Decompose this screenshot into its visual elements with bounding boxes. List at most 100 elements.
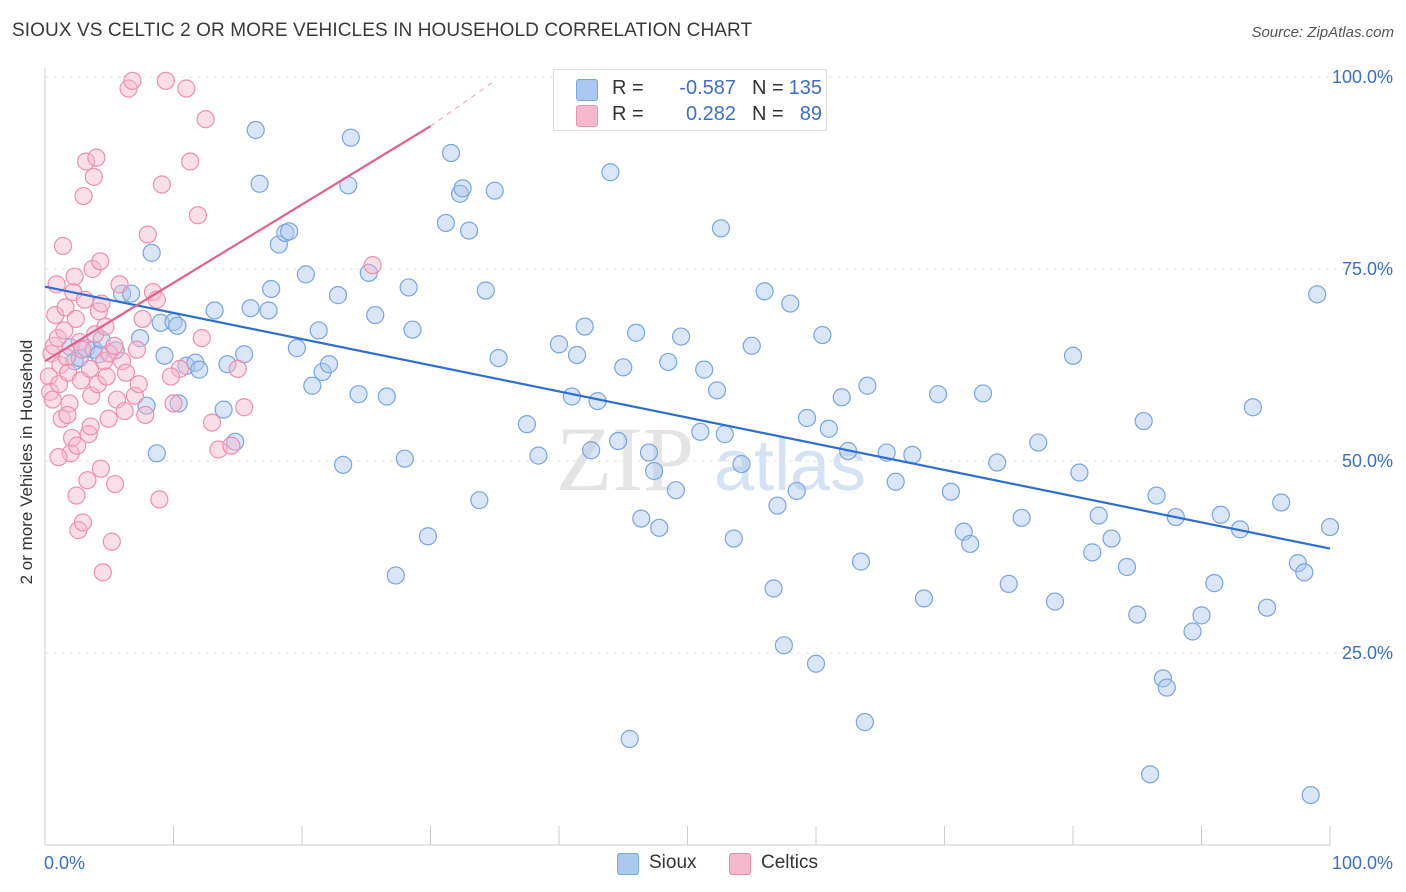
celtics-point [115, 401, 134, 421]
celtics-point [181, 152, 200, 171]
celtics-point [127, 340, 146, 359]
sioux-point [1320, 517, 1340, 537]
sioux-point [341, 128, 360, 147]
legend-item-sioux[interactable]: Sioux [617, 851, 717, 877]
celtics-point [112, 352, 132, 371]
sioux-point [659, 352, 678, 372]
celtics-point [46, 305, 65, 325]
celtics-point [188, 206, 208, 225]
sioux-point [609, 431, 628, 451]
sioux-point [130, 329, 150, 348]
sioux-point [269, 235, 288, 254]
sioux-point [476, 281, 495, 300]
y-tick-label: 25.0% [1342, 643, 1393, 663]
sioux-point [386, 566, 405, 585]
celtics-point [150, 490, 169, 509]
sioux-legend-swatch [617, 853, 639, 875]
celtics-point [55, 321, 74, 340]
sioux-point [453, 179, 472, 198]
sioux-point [549, 335, 569, 354]
celtics-point [67, 486, 86, 505]
celtics-swatch [576, 105, 598, 127]
sioux-point [797, 408, 817, 428]
sioux-point [639, 443, 659, 462]
sioux-point [988, 453, 1007, 472]
trend-lines [44, 80, 1331, 550]
sioux-point [724, 529, 743, 548]
sioux-point [1140, 765, 1160, 784]
sioux-point [349, 385, 368, 404]
celtics-point [58, 405, 77, 425]
sioux-point [1045, 592, 1065, 611]
sioux-trend-line [44, 285, 1331, 550]
axes [44, 68, 1331, 846]
watermark-zip: ZIP [556, 408, 694, 510]
celtics-legend-swatch [729, 853, 751, 875]
sioux-point [832, 388, 851, 407]
celtics-legend-label: Celtics [761, 852, 819, 873]
sioux-point [644, 461, 664, 481]
chart-title: SIOUX VS CELTIC 2 OR MORE VEHICLES IN HO… [12, 20, 753, 41]
sioux-point [666, 481, 686, 500]
sioux-point [858, 376, 877, 395]
sioux-point [147, 444, 166, 463]
sioux-point [961, 534, 980, 554]
sioux-point [529, 446, 548, 465]
sioux-swatch [576, 79, 598, 101]
sioux-point [1128, 605, 1147, 624]
sioux-point [1089, 506, 1108, 525]
sioux-point [395, 449, 414, 468]
sioux-point [441, 143, 461, 163]
celtics-point [222, 436, 241, 455]
sioux-point [377, 387, 396, 406]
sioux-point [296, 265, 315, 284]
sioux-point [806, 654, 826, 673]
y-axis-label: 2 or more Vehicles in Household [17, 340, 36, 585]
sioux-point [601, 163, 620, 182]
sioux-point [851, 552, 871, 571]
celtics-point [161, 367, 181, 386]
sioux-point [1192, 606, 1211, 625]
sioux-point [218, 355, 237, 374]
sioux-point [781, 294, 800, 313]
sioux-point [567, 345, 587, 365]
sioux-point [928, 385, 948, 404]
n-label: N = [752, 103, 784, 125]
celtics-point [125, 386, 145, 405]
x-tick-label: 0.0% [44, 853, 85, 873]
sioux-point [1301, 785, 1320, 805]
sioux-point [1288, 554, 1307, 573]
y-tick-label: 75.0% [1342, 259, 1393, 279]
sioux-point [1063, 346, 1083, 365]
sioux-point [259, 301, 278, 320]
celtics-point [74, 186, 93, 206]
legend-item-celtics[interactable]: Celtics [729, 851, 839, 877]
celtics-trend-extension [430, 80, 496, 127]
sioux-point [1153, 669, 1173, 688]
celtics-point [156, 71, 175, 90]
celtics-point [196, 110, 215, 129]
sioux-point [1157, 678, 1176, 697]
sioux-point [241, 299, 260, 318]
celtics-point [73, 340, 92, 359]
sioux-point [459, 221, 479, 240]
celtics-point [228, 359, 247, 378]
celtics-point [136, 405, 155, 425]
source-credit: Source: ZipAtlas.com [1251, 24, 1394, 41]
sioux-point [214, 400, 233, 419]
sioux-point [903, 445, 922, 464]
celtics-point [65, 267, 84, 286]
celtics-point [133, 309, 152, 329]
r-value: -0.587 [679, 77, 736, 99]
sioux-point [1295, 563, 1314, 582]
sioux-point [671, 327, 691, 346]
sioux-point [691, 422, 710, 441]
sioux-point [155, 346, 174, 365]
sioux-point [280, 222, 299, 241]
celtics-point [123, 71, 142, 90]
celtics-point [129, 375, 148, 394]
celtics-trend-line [44, 125, 432, 363]
celtics-point [105, 474, 125, 494]
celtics-point [202, 413, 222, 432]
sioux-legend-label: Sioux [649, 852, 697, 873]
